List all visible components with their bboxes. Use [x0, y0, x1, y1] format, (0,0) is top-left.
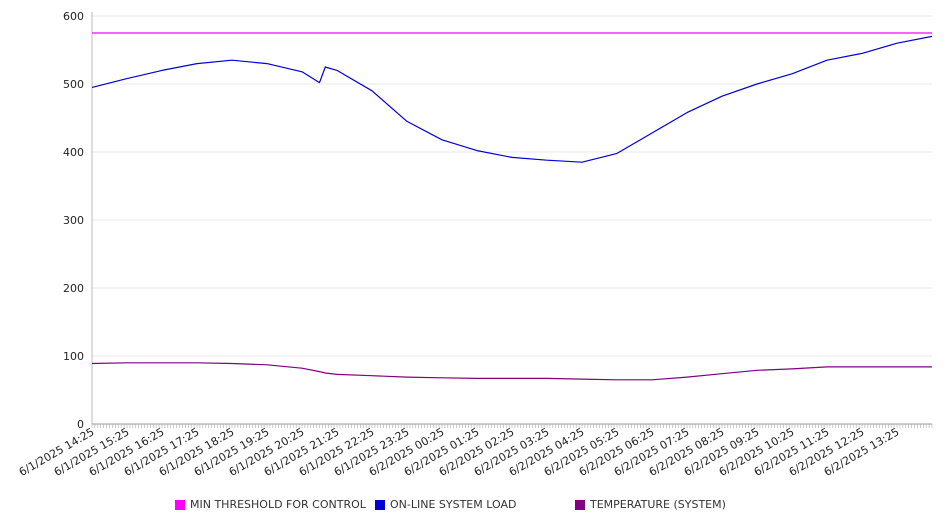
axes — [91, 12, 933, 428]
legend-item-temperature: TEMPERATURE (SYSTEM) — [575, 498, 726, 511]
series-lines — [91, 32, 933, 381]
legend-label-temperature: TEMPERATURE (SYSTEM) — [590, 498, 726, 511]
x-axis-ticks: 6/1/2025 14:256/1/2025 15:256/1/2025 16:… — [17, 425, 902, 479]
chart-legend: MIN THRESHOLD FOR CONTROL ON-LINE SYSTEM… — [0, 498, 946, 514]
y-axis-ticks: 0 100 200 300 400 500 600 — [63, 10, 84, 431]
y-tick-label: 100 — [63, 350, 84, 363]
x-axis-minor-ticks — [91, 424, 933, 428]
legend-swatch-temperature — [575, 499, 585, 510]
temperature-line — [91, 362, 932, 381]
y-tick-label: 500 — [63, 78, 84, 91]
y-tick-label: 200 — [63, 282, 84, 295]
legend-item-system-load: ON-LINE SYSTEM LOAD — [375, 498, 516, 511]
legend-item-min-threshold: MIN THRESHOLD FOR CONTROL — [175, 498, 366, 511]
legend-swatch-system-load — [375, 499, 385, 510]
y-tick-label: 0 — [77, 418, 84, 431]
legend-label-system-load: ON-LINE SYSTEM LOAD — [390, 498, 517, 511]
system-load-line — [91, 35, 933, 163]
y-tick-label: 300 — [63, 214, 84, 227]
legend-label-min-threshold: MIN THRESHOLD FOR CONTROL — [190, 498, 366, 511]
y-tick-label: 600 — [63, 10, 84, 23]
gridlines — [92, 15, 932, 357]
legend-swatch-min-threshold — [175, 499, 185, 510]
y-tick-label: 400 — [63, 146, 84, 159]
